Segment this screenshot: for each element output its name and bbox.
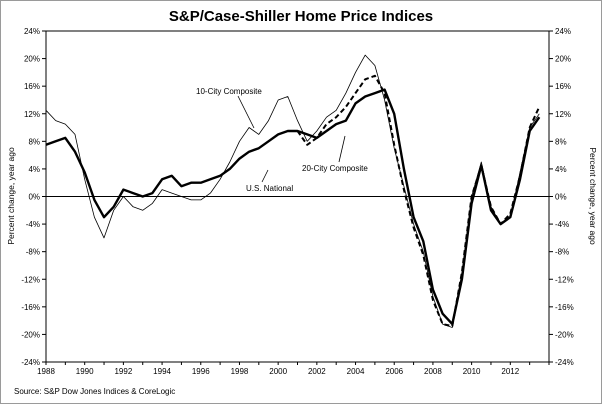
source-note: Source: S&P Dow Jones Indices & CoreLogi… — [14, 387, 175, 396]
x-tick-label: 1994 — [153, 367, 171, 376]
x-tick-label: 2004 — [347, 367, 365, 376]
y-tick-label-right: -4% — [555, 220, 569, 229]
annotation-us-national: U.S. National — [246, 184, 293, 193]
y-axis-label-right: Percent change, year ago — [588, 147, 598, 245]
y-tick-label-right: -8% — [555, 248, 569, 257]
y-axis-label-left: Percent change, year ago — [6, 147, 16, 245]
y-tick-label-left: 12% — [24, 110, 40, 119]
series-line-20-city-composite — [296, 74, 541, 328]
y-tick-label-left: 20% — [24, 55, 40, 64]
annotation-20-city-leader — [338, 135, 346, 163]
x-tick-label: 1998 — [231, 367, 249, 376]
y-tick-label-right: 0% — [555, 193, 567, 202]
x-tick-label: 2008 — [424, 367, 442, 376]
chart-title: S&P/Case-Shiller Home Price Indices — [169, 8, 433, 25]
y-tick-label-right: -20% — [555, 330, 574, 339]
y-tick-label-right: -16% — [555, 303, 574, 312]
x-tick-label: 1996 — [192, 367, 210, 376]
x-tick-label: 1988 — [37, 367, 55, 376]
y-tick-label-left: -24% — [21, 358, 40, 367]
x-tick-label: 2002 — [308, 367, 326, 376]
y-tick-label-left: 8% — [28, 137, 40, 146]
y-tick-label-right: 12% — [555, 110, 571, 119]
y-tick-label-left: 0% — [28, 193, 40, 202]
series-layer — [45, 54, 541, 328]
y-tick-label-right: 4% — [555, 165, 567, 174]
annotation-10-city-leader — [237, 95, 255, 129]
x-tick-label: 2000 — [269, 367, 287, 376]
y-tick-label-left: 24% — [24, 27, 40, 36]
y-tick-label-left: 4% — [28, 165, 40, 174]
y-tick-label-right: -24% — [555, 358, 574, 367]
y-tick-label-left: -12% — [21, 275, 40, 284]
series-line-u-s-national — [45, 88, 541, 326]
y-tick-label-right: 16% — [555, 82, 571, 91]
x-tick-label: 2006 — [385, 367, 403, 376]
y-tick-label-left: 16% — [24, 82, 40, 91]
annotation-20-city: 20-City Composite — [302, 164, 368, 173]
y-tick-label-right: 24% — [555, 27, 571, 36]
y-tick-label-left: -8% — [26, 248, 40, 257]
x-tick-label: 1992 — [114, 367, 132, 376]
y-tick-label-left: -4% — [26, 220, 40, 229]
y-tick-label-right: 20% — [555, 55, 571, 64]
y-tick-label-left: -20% — [21, 330, 40, 339]
x-tick-label: 2010 — [463, 367, 481, 376]
x-axis: 1988 1990 1992 1994 1996 1998 2000 2002 2004 2006… — [37, 362, 550, 376]
x-tick-label: 2012 — [501, 367, 519, 376]
y-tick-label-right: 8% — [555, 137, 567, 146]
y-axis-right: 24% 20% 16% 12% 8% 4% 0% -4% -8% -12% -16% -20% -24% — [549, 27, 574, 367]
y-axis-left: 24% 20% 16% 12% 8% 4% 0% -4% -8% -12% -16% -20% -24% — [21, 27, 46, 367]
annotation-10-city: 10-City Composite — [196, 87, 262, 96]
y-tick-label-left: -16% — [21, 303, 40, 312]
x-tick-label: 1990 — [76, 367, 94, 376]
annotation-us-national-leader — [261, 169, 269, 183]
y-tick-label-right: -12% — [555, 275, 574, 284]
